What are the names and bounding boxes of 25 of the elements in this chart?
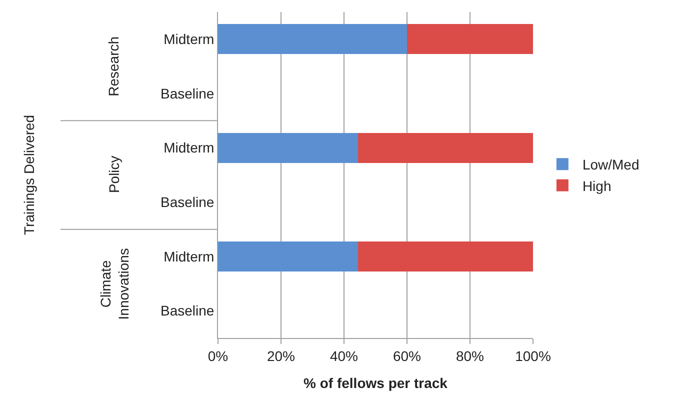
y-tick-label: Baseline (160, 194, 214, 210)
x-tick-label: 80% (456, 348, 484, 364)
x-tick-label: 60% (392, 348, 422, 364)
bar (218, 242, 358, 272)
x-tick-label: 0% (208, 348, 228, 364)
x-tick-label: 40% (330, 348, 358, 364)
y-tick-label: Midterm (164, 248, 214, 264)
bar (358, 242, 533, 272)
x-tick-label: 20% (266, 348, 296, 364)
bar (407, 24, 533, 54)
text: Climate Innovations (97, 248, 132, 320)
bar (358, 132, 533, 163)
y-tick-label: Baseline (160, 85, 214, 102)
x-axis-title: % of fellows per track (304, 375, 448, 392)
y-tick-label: Midterm (164, 140, 214, 156)
text: Research (106, 36, 122, 96)
bar (218, 24, 407, 54)
legend-label: High (582, 178, 612, 194)
text: Trainings Delivered (21, 114, 37, 235)
x-tick-label: 100% (515, 348, 551, 364)
y-tick-label: Baseline (160, 302, 214, 319)
text: Policy (106, 156, 122, 194)
y-tick-label: Midterm (164, 31, 214, 48)
bar (218, 132, 358, 163)
legend-label: Low/Med (582, 156, 640, 173)
